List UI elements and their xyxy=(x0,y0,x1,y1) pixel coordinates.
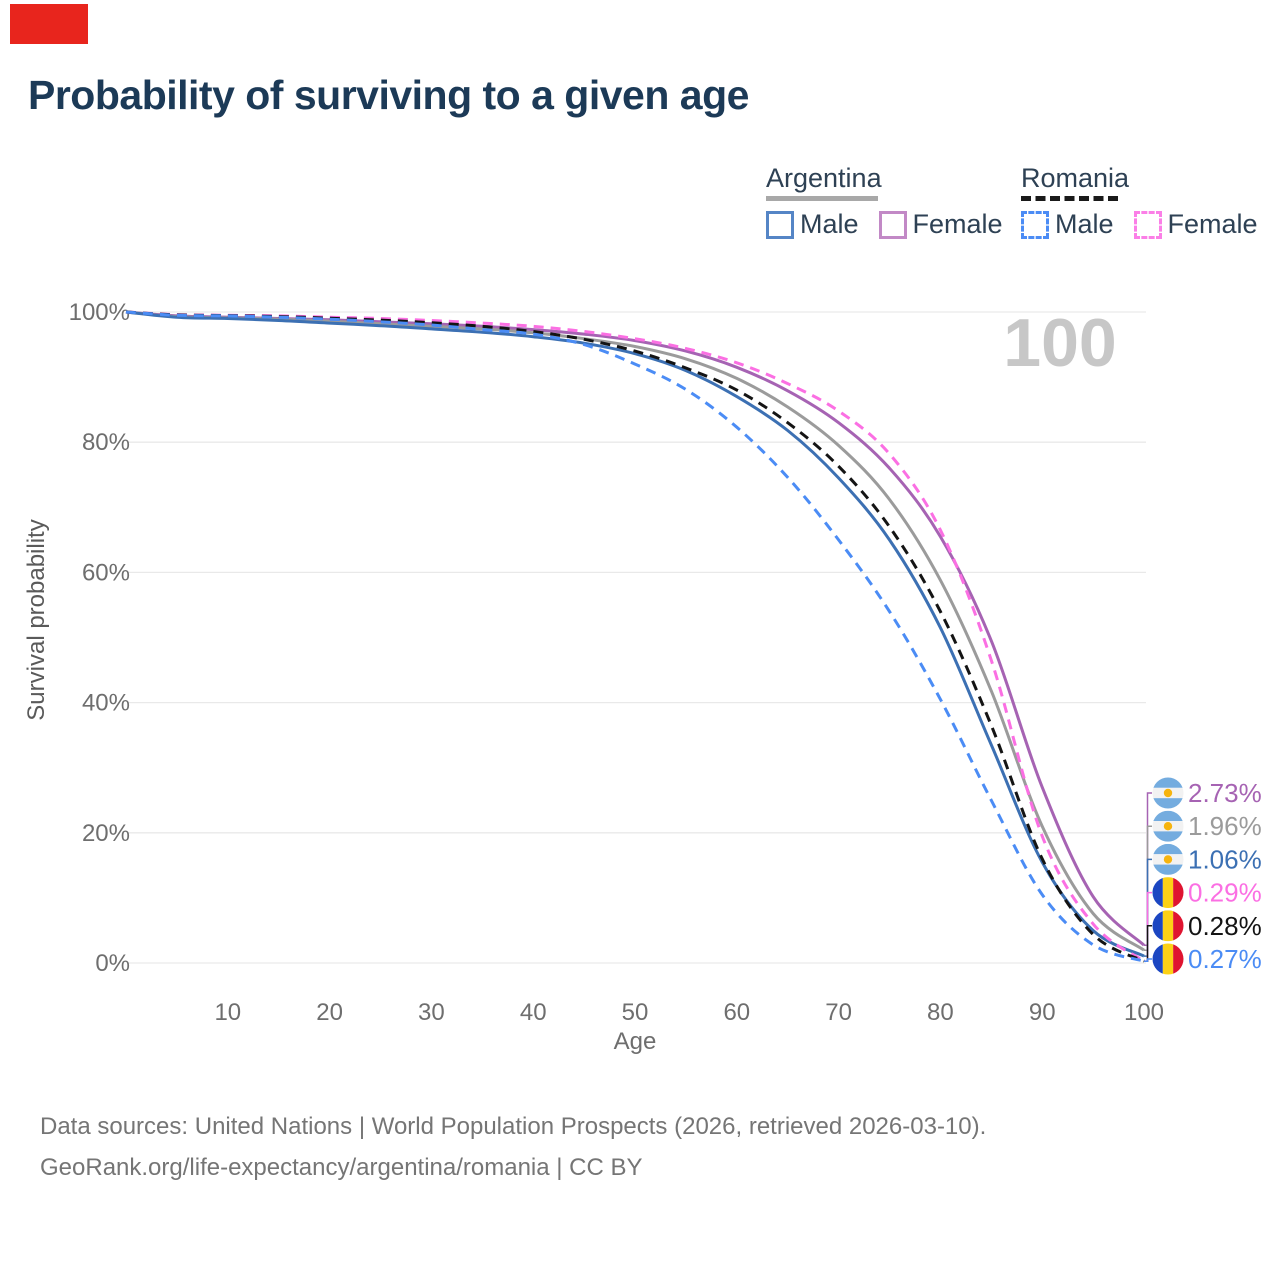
chart-legend: Argentina Male Female Romania Male Femal… xyxy=(0,163,1280,243)
flag-icon-argentina xyxy=(1152,810,1184,842)
legend-row-romania: Male Female xyxy=(1021,209,1278,240)
x-tick-label: 40 xyxy=(520,999,547,1026)
legend-checkbox-argentina-female[interactable] xyxy=(878,210,907,239)
flag-icon-romania xyxy=(1152,943,1184,975)
y-tick-label: 100% xyxy=(69,299,130,326)
end-label-argentina-male: 1.06% xyxy=(1188,844,1262,874)
legend-label-romania-female[interactable]: Female xyxy=(1167,209,1258,239)
x-tick-label: 30 xyxy=(418,999,445,1026)
curve-romania-male xyxy=(125,310,1145,963)
x-tick-label: 60 xyxy=(723,999,750,1026)
data-sources-line: Data sources: United Nations | World Pop… xyxy=(40,1113,987,1140)
x-tick-label: 90 xyxy=(1029,999,1056,1026)
y-axis-title: Survival probability xyxy=(23,519,50,720)
x-tick-label: 10 xyxy=(214,999,241,1026)
legend-checkbox-argentina-male[interactable] xyxy=(766,210,794,239)
y-tick-label: 20% xyxy=(82,820,130,847)
end-label-argentina-both-sexes: 1.96% xyxy=(1188,811,1262,841)
end-label-romania-both-sexes: 0.28% xyxy=(1188,911,1262,941)
end-label-argentina-female: 2.73% xyxy=(1188,778,1262,808)
x-tick-label: 100 xyxy=(1124,999,1164,1026)
legend-label-romania-male[interactable]: Male xyxy=(1055,209,1114,239)
curve-argentina-female xyxy=(125,310,1146,947)
x-tick-label: 20 xyxy=(316,999,343,1026)
legend-heading-romania: Romania xyxy=(1021,163,1130,193)
legend-label-argentina-male[interactable]: Male xyxy=(800,209,859,239)
flag-icon-romania xyxy=(1152,910,1184,942)
y-tick-label: 60% xyxy=(82,559,130,586)
x-tick-label: 80 xyxy=(927,999,954,1026)
x-axis-title: Age xyxy=(614,1028,657,1055)
flag-icon-argentina xyxy=(1152,777,1184,809)
legend-group-argentina: Argentina Male Female xyxy=(766,163,1023,240)
page-title: Probability of surviving to a given age xyxy=(28,72,749,118)
x-tick-label: 50 xyxy=(622,999,649,1026)
legend-checkbox-romania-female[interactable] xyxy=(1133,210,1162,239)
attribution-line: GeoRank.org/life-expectancy/argentina/ro… xyxy=(40,1154,643,1181)
leader-line-romania-male xyxy=(1144,958,1152,962)
legend-row-argentina: Male Female xyxy=(766,209,1023,240)
end-label-romania-female: 0.29% xyxy=(1188,878,1262,908)
curve-romania-both-sexes xyxy=(125,310,1145,963)
end-label-romania-male: 0.27% xyxy=(1188,944,1262,974)
legend-linestyle-argentina xyxy=(766,196,878,201)
flag-icon-argentina xyxy=(1152,843,1184,875)
y-tick-label: 80% xyxy=(82,429,130,456)
flag-icon-romania xyxy=(1152,877,1184,909)
y-tick-label: 40% xyxy=(82,690,130,717)
legend-checkbox-romania-male[interactable] xyxy=(1021,210,1049,239)
chart-footer: Data sources: United Nations | World Pop… xyxy=(40,1106,986,1188)
watermark-age-100: 100 xyxy=(1003,305,1116,381)
legend-label-argentina-female[interactable]: Female xyxy=(912,209,1003,239)
legend-linestyle-romania xyxy=(1021,196,1118,201)
legend-heading-argentina: Argentina xyxy=(766,163,882,193)
y-tick-label: 0% xyxy=(95,950,130,977)
curve-argentina-male xyxy=(125,310,1145,958)
red-highlight-marker xyxy=(10,4,88,44)
legend-group-romania: Romania Male Female xyxy=(1021,163,1278,240)
curve-argentina-both-sexes xyxy=(125,310,1145,952)
curve-romania-female xyxy=(125,310,1145,963)
x-tick-label: 70 xyxy=(825,999,852,1026)
